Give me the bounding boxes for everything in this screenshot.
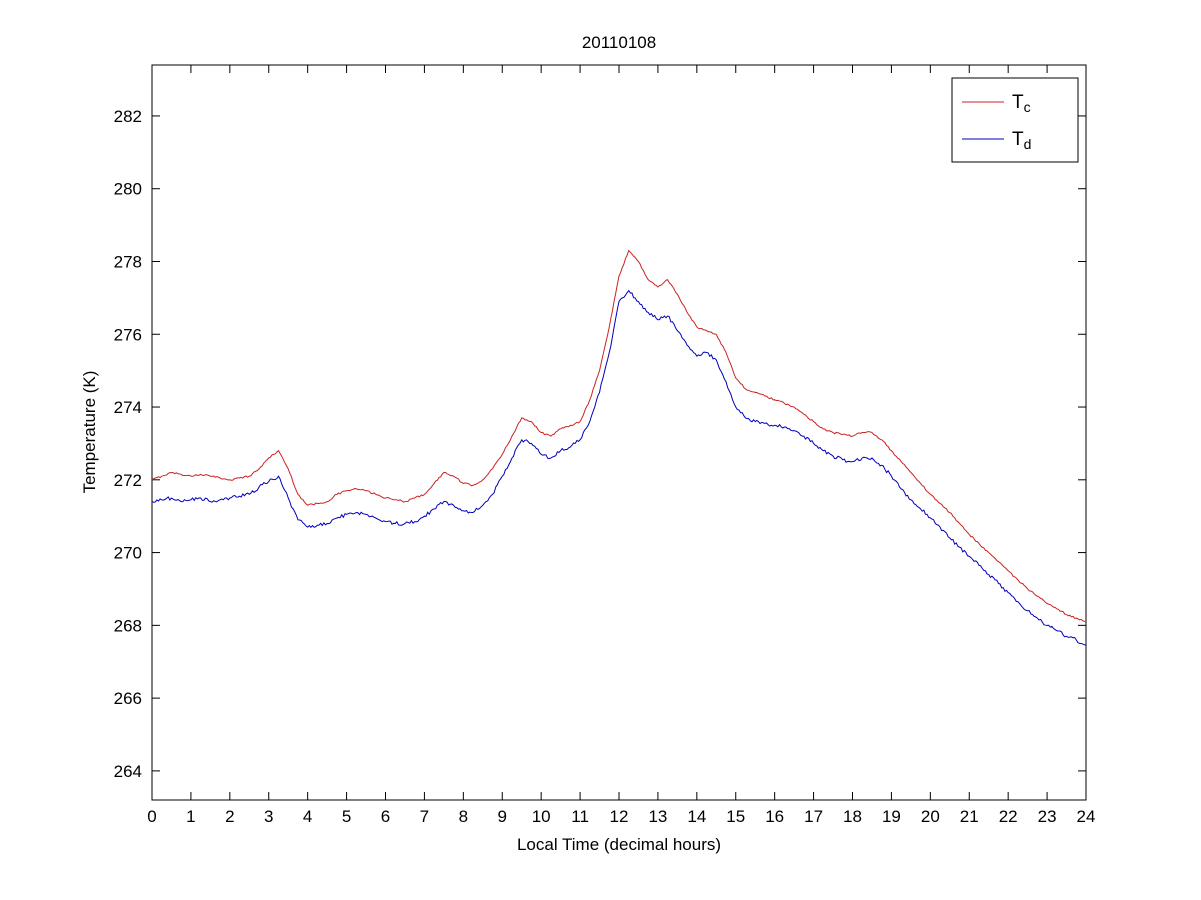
legend-box [951,77,1079,163]
x-tick-label: 23 [1038,807,1057,826]
x-tick-label: 15 [726,807,745,826]
series-line-T_c [151,249,1087,623]
y-tick-label: 282 [114,107,142,126]
y-tick-label: 280 [114,180,142,199]
x-tick-label: 14 [687,807,706,826]
y-tick-label: 278 [114,252,142,271]
y-tick-label: 268 [114,616,142,635]
x-tick-label: 3 [264,807,273,826]
legend-label-T_d: Td [1012,129,1031,152]
x-tick-label: 21 [960,807,979,826]
y-tick-label: 272 [114,471,142,490]
x-tick-label: 8 [459,807,468,826]
x-tick-label: 17 [804,807,823,826]
x-tick-label: 1 [186,807,195,826]
x-tick-label: 2 [225,807,234,826]
x-tick-label: 13 [648,807,667,826]
x-axis-label: Local Time (decimal hours) [516,835,722,854]
y-tick-label: 270 [114,544,142,563]
y-axis-label: Temperature (K) [80,370,99,494]
x-tick-label: 16 [765,807,784,826]
x-tick-label: 5 [342,807,351,826]
y-tick-label: 266 [114,689,142,708]
y-tick-label: 264 [114,762,142,781]
x-tick-label: 10 [532,807,551,826]
x-tick-label: 19 [882,807,901,826]
x-tick-label: 24 [1077,807,1096,826]
x-tick-label: 0 [147,807,156,826]
x-tick-label: 20 [921,807,940,826]
legend-label-T_c: Tc [1012,92,1031,115]
x-tick-label: 11 [571,807,589,826]
y-tick-label: 274 [114,398,142,417]
chart-title: 20110108 [581,33,657,52]
x-tick-label: 4 [303,807,312,826]
x-tick-label: 12 [610,807,629,826]
x-tick-label: 18 [843,807,862,826]
y-tick-label: 276 [114,325,142,344]
x-tick-label: 6 [381,807,390,826]
x-tick-label: 22 [999,807,1018,826]
series-line-T_d [151,289,1087,646]
x-tick-label: 7 [420,807,429,826]
axes-box [151,64,1087,801]
x-tick-label: 9 [498,807,507,826]
